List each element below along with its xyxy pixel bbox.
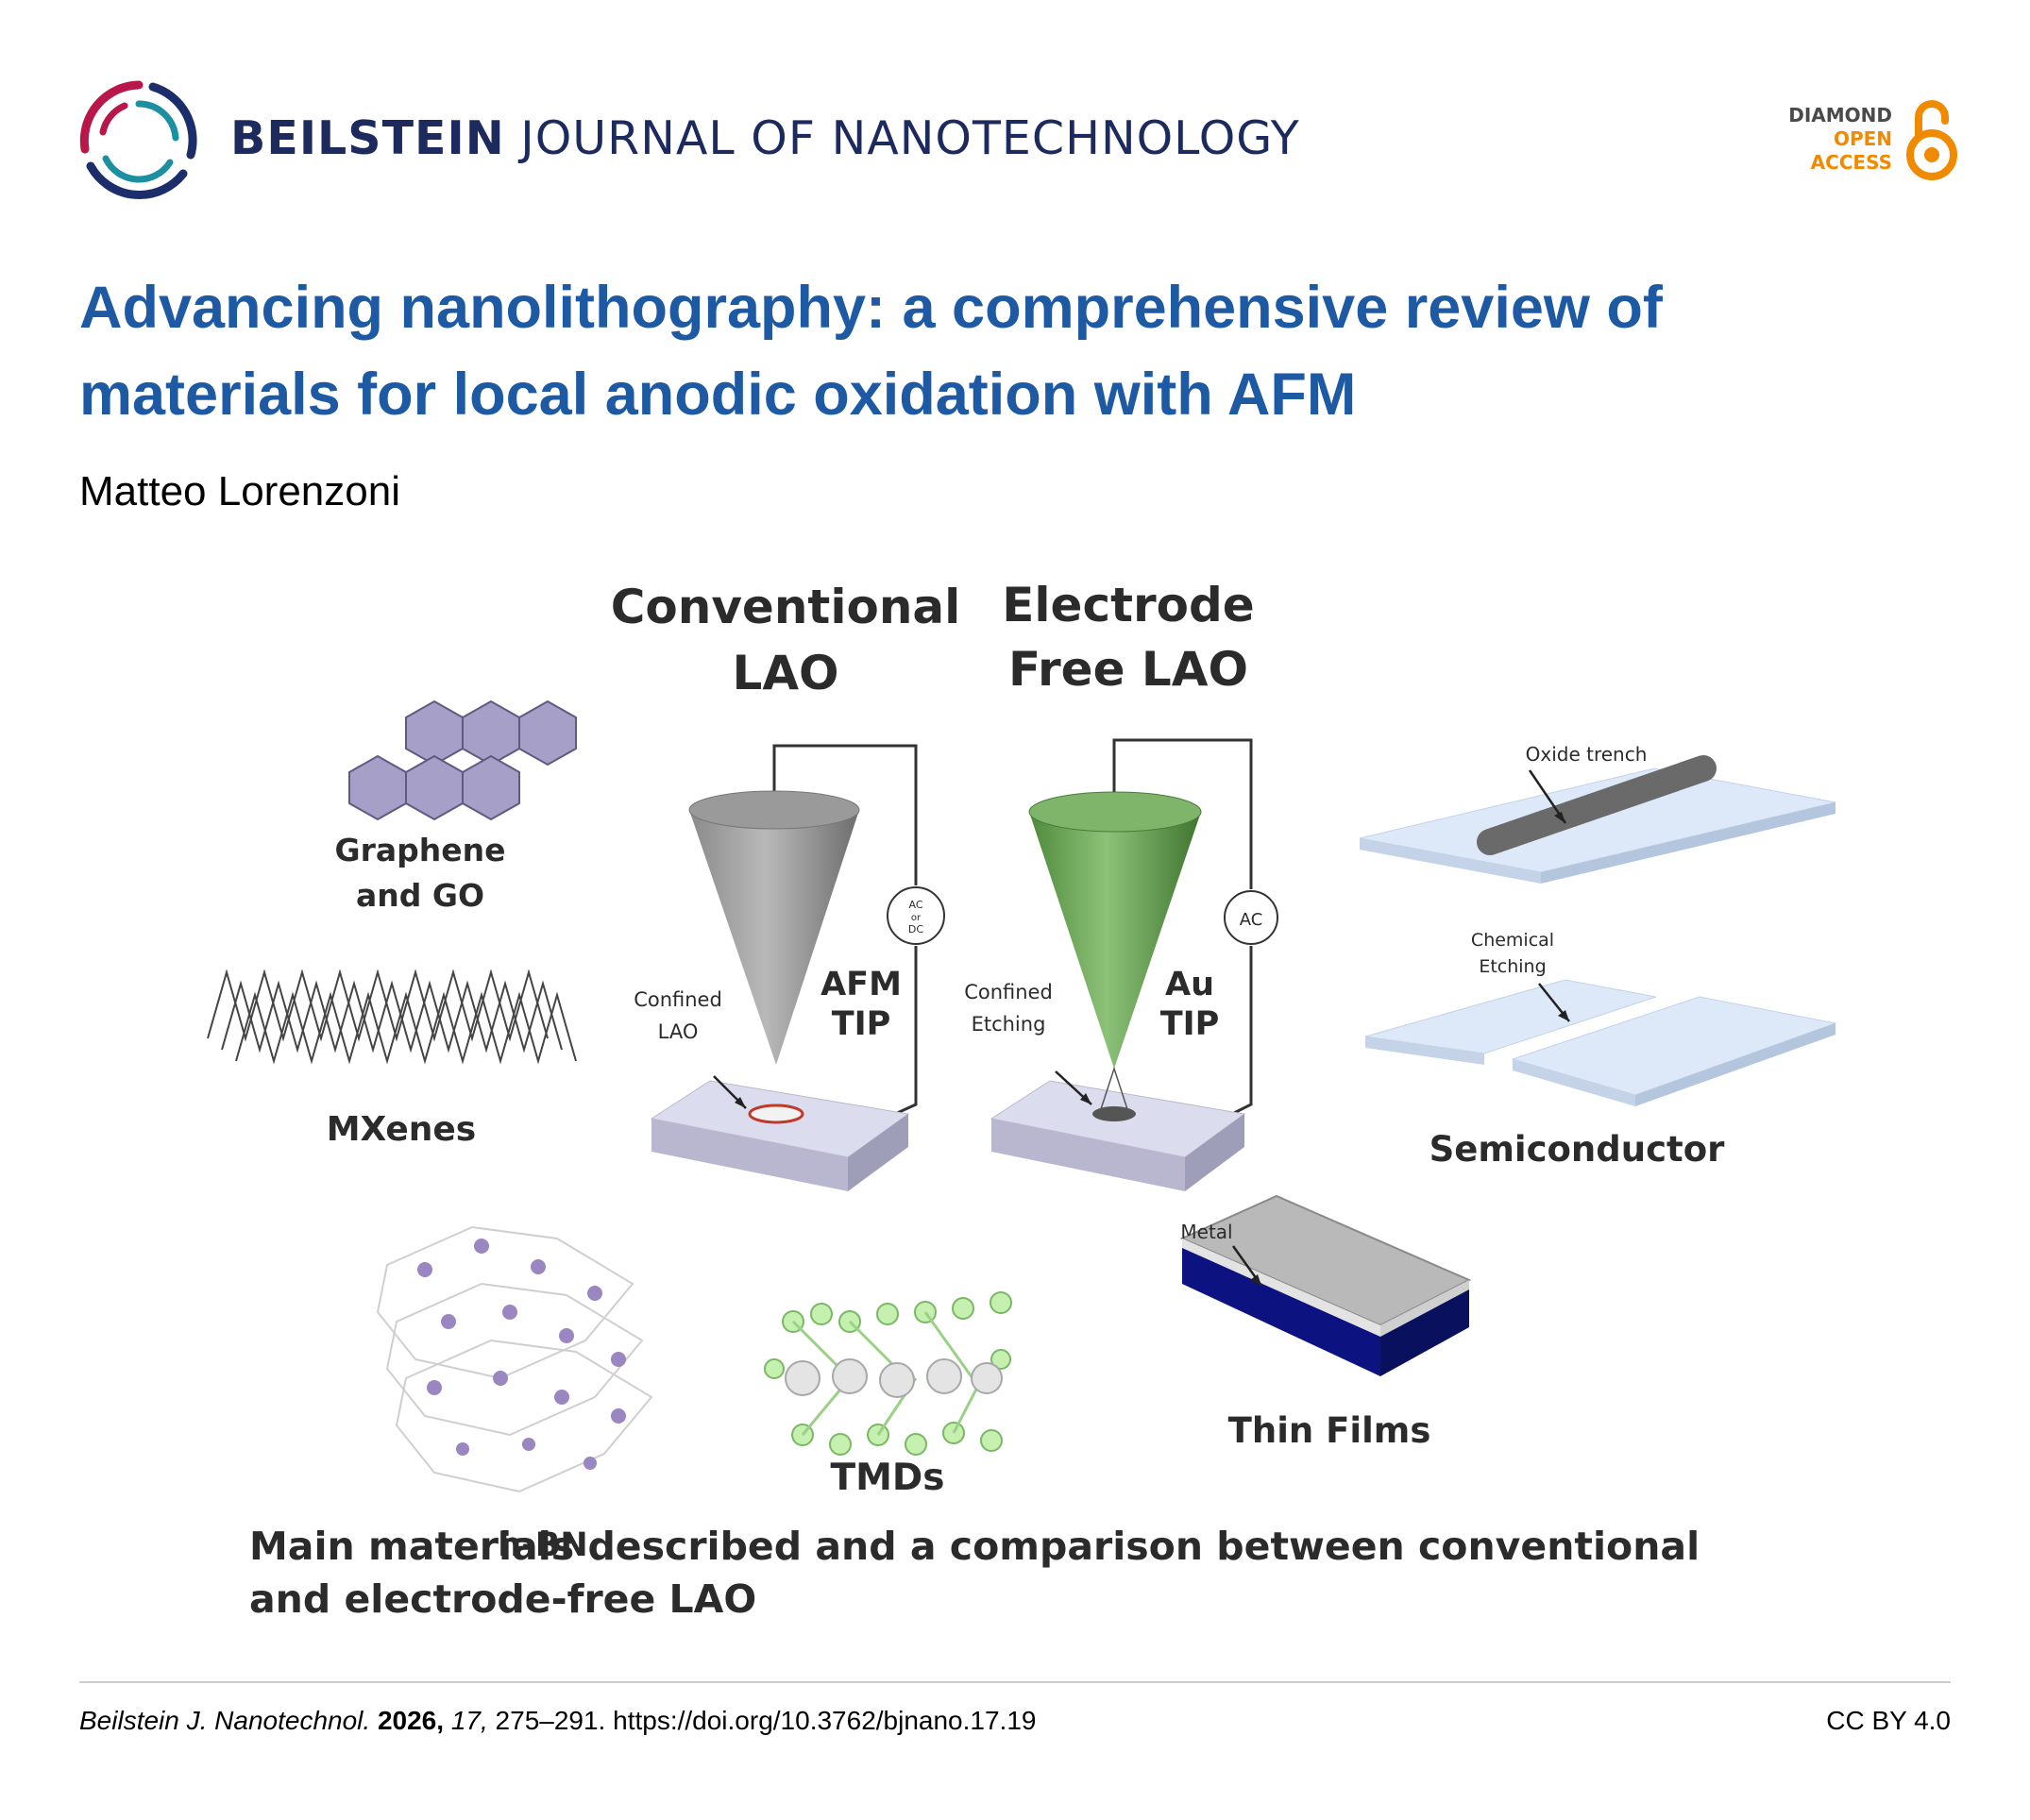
semiconductor-etched-slab [1364, 979, 1837, 1106]
source-left-line2: or [911, 913, 922, 923]
label-thin-films: Thin Films [1228, 1410, 1431, 1451]
journal-logo [79, 80, 197, 199]
conventional-lao-setup: AC or DC [650, 744, 945, 1191]
source-left-line1: AC [908, 899, 922, 911]
electrode-free-lao-setup: AC [990, 738, 1278, 1191]
label-afm-tip-line1: AFM [820, 966, 902, 1003]
label-mxenes: MXenes [327, 1110, 477, 1149]
oa-line-open: OPEN [1833, 127, 1892, 150]
label-tmds: TMDs [831, 1457, 945, 1499]
label-confined-etching-line2: Etching [972, 1013, 1046, 1036]
open-lock-icon [1906, 100, 1957, 180]
mxenes-structure [207, 969, 577, 1065]
journal-name-strong: BEILSTEIN [230, 111, 505, 165]
article-title: Advancing nanolithography: a comprehensi… [79, 275, 1663, 428]
oa-line-access: ACCESS [1810, 151, 1892, 174]
label-chemical-etching-line2: Etching [1479, 956, 1546, 977]
label-confined-lao-line1: Confined [634, 988, 722, 1011]
article-author: Matteo Lorenzoni [79, 468, 400, 514]
ac-source-icon [1224, 890, 1278, 945]
open-access-badge: DIAMOND OPEN ACCESS [1751, 93, 1958, 187]
citation-pages: 275–291. [495, 1706, 606, 1735]
label-oxide-trench: Oxide trench [1526, 743, 1648, 766]
ac-or-dc-source-icon [887, 886, 945, 945]
label-chemical-etching-line1: Chemical [1471, 930, 1554, 951]
label-confined-lao-line2: LAO [658, 1020, 699, 1043]
label-graphene-line1: Graphene [334, 832, 505, 868]
graphene-hexagons [348, 699, 577, 821]
graphical-abstract: Conventional LAO Electrode Free LAO Grap… [207, 578, 1837, 1622]
journal-name-light: JOURNAL OF NANOTECHNOLOGY [520, 111, 1300, 165]
graphic-caption-line2: and electrode-free LAO [249, 1576, 756, 1622]
semiconductor-oxide-slab [1359, 755, 1836, 884]
tmds-structure [764, 1291, 1012, 1456]
source-left-line3: DC [908, 923, 923, 935]
label-semiconductor: Semiconductor [1429, 1129, 1726, 1170]
label-hbn: h-BN [498, 1526, 587, 1564]
heading-electrode-free-line2: Free LAO [1008, 642, 1248, 697]
citation-year: 2026, [377, 1706, 445, 1735]
citation-volume: 17, [450, 1706, 488, 1735]
license: CC BY 4.0 [1826, 1706, 1951, 1735]
hbn-lattice [376, 1225, 653, 1493]
heading-conventional-line2: LAO [732, 646, 838, 700]
footer-divider [79, 1681, 1951, 1683]
label-au-tip-line1: Au [1165, 966, 1214, 1003]
open-access-text: DIAMOND OPEN ACCESS [1788, 104, 1892, 175]
heading-electrode-free-line1: Electrode [1002, 578, 1254, 632]
oa-line-diamond: DIAMOND [1788, 104, 1892, 126]
source-right: AC [1240, 910, 1263, 930]
citation: Beilstein J. Nanotechnol. 2026, 17, 275–… [79, 1706, 1036, 1736]
heading-conventional-line1: Conventional [611, 580, 961, 634]
journal-name: BEILSTEIN JOURNAL OF NANOTECHNOLOGY [230, 111, 1300, 165]
label-metal: Metal [1180, 1221, 1232, 1243]
graphic-caption-line1: Main materials described and a compariso… [249, 1524, 1700, 1569]
label-graphene-line2: and GO [356, 877, 484, 914]
label-afm-tip-line2: TIP [832, 1005, 891, 1043]
citation-journal: Beilstein J. Nanotechnol. [79, 1706, 371, 1735]
thin-films-slab [1179, 1194, 1472, 1376]
label-confined-etching-line1: Confined [964, 981, 1053, 1003]
citation-doi-link[interactable]: https://doi.org/10.3762/bjnano.17.19 [613, 1706, 1037, 1735]
label-au-tip-line2: TIP [1160, 1005, 1220, 1043]
